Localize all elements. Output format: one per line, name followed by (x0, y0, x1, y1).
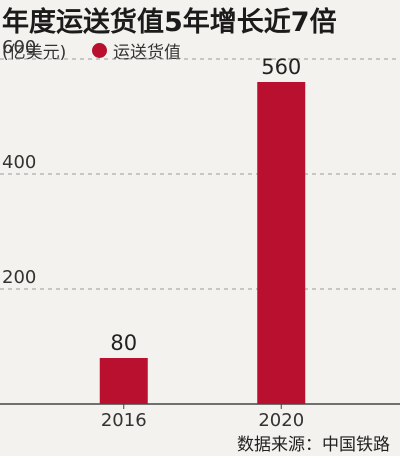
unit-label: (亿美元) (2, 43, 67, 63)
legend-label: 运送货值 (113, 43, 181, 63)
y-tick-label: 600 (2, 37, 36, 58)
data-label: 80 (110, 331, 137, 355)
bar (257, 82, 306, 404)
x-tick-label: 2016 (101, 410, 147, 431)
data-label: 560 (261, 55, 301, 79)
legend: 运送货值 (92, 38, 181, 63)
bar (99, 358, 148, 404)
y-tick-label: 200 (2, 267, 36, 288)
x-tick-label: 2020 (258, 410, 304, 431)
source-note: 数据来源：中国铁路 (237, 435, 390, 455)
chart-title: 年度运送货值5年增长近7倍 (2, 7, 337, 38)
y-tick-label: 400 (2, 152, 36, 173)
legend-swatch-icon (92, 43, 107, 58)
